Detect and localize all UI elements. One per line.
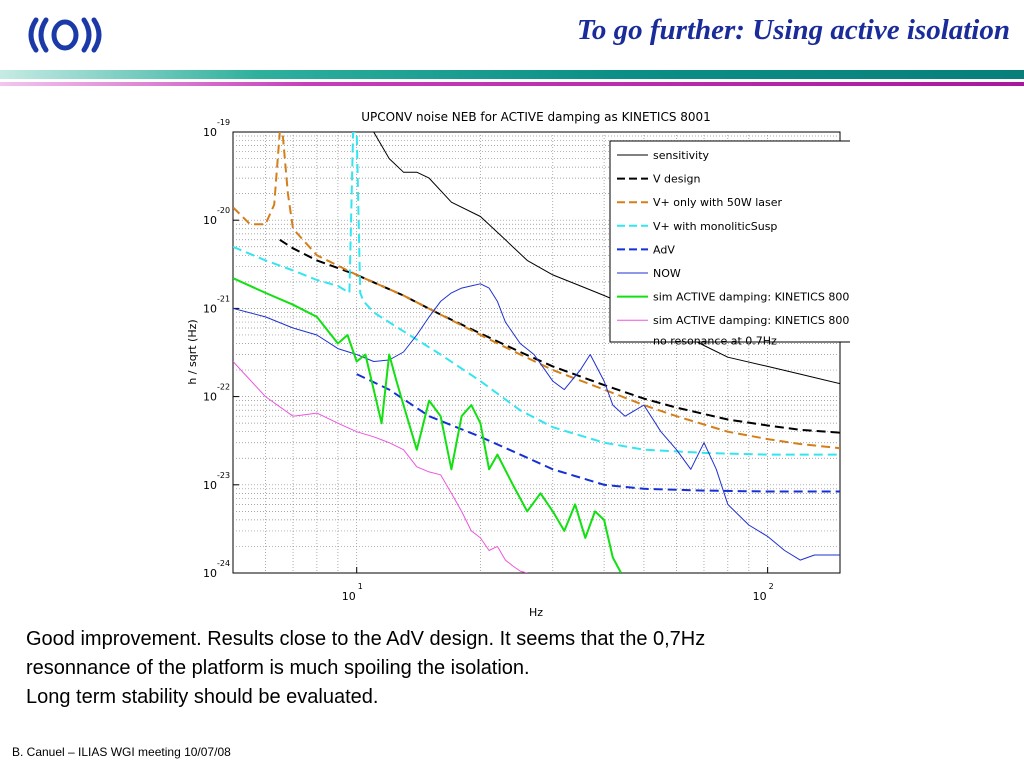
y-tick-exponent: -19 bbox=[217, 118, 230, 127]
x-tick-exponent: 1 bbox=[358, 582, 363, 591]
y-tick-exponent: -24 bbox=[217, 559, 230, 568]
x-tick-label: 10 bbox=[342, 590, 356, 603]
series-line bbox=[337, 132, 840, 385]
header-divider-teal bbox=[0, 70, 1024, 79]
footer-text: B. Canuel – ILIAS WGI meeting 10/07/08 bbox=[12, 745, 231, 759]
series-line bbox=[233, 132, 840, 450]
series-line bbox=[356, 373, 840, 493]
header-divider-magenta bbox=[0, 82, 1024, 86]
y-tick-exponent: -20 bbox=[217, 206, 230, 215]
plot-grid bbox=[233, 132, 840, 573]
x-axis-label: Hz bbox=[529, 606, 543, 619]
y-tick-exponent: -21 bbox=[217, 294, 230, 303]
series-line bbox=[279, 238, 840, 434]
y-tick-label: 10 bbox=[203, 479, 217, 492]
series-line bbox=[233, 361, 528, 573]
y-tick-label: 10 bbox=[203, 391, 217, 404]
legend-label: AdV bbox=[653, 243, 675, 256]
series-line bbox=[233, 277, 622, 573]
caption-line: Good improvement. Results close to the A… bbox=[26, 628, 706, 650]
series-line bbox=[233, 283, 840, 561]
legend-label: sim ACTIVE damping: KINETICS 8001 bbox=[653, 291, 850, 304]
caption-line: Long term stability should be evaluated. bbox=[26, 686, 379, 708]
legend-label: no resonance at 0.7Hz bbox=[653, 334, 777, 347]
y-tick-label: 10 bbox=[203, 126, 217, 139]
chart-legend: sensitivity V design V+ only with 50W lase… bbox=[609, 140, 850, 347]
y-tick-label: 10 bbox=[203, 302, 217, 315]
caption-line: resonnance of the platform is much spoil… bbox=[26, 657, 530, 679]
legend-label: sim ACTIVE damping: KINETICS 8001, bbox=[653, 314, 850, 327]
slide-title: To go further: Using active isolation bbox=[576, 14, 1010, 46]
y-tick-exponent: -23 bbox=[217, 471, 230, 480]
legend-label: NOW bbox=[653, 267, 681, 280]
legend-box bbox=[609, 140, 850, 343]
y-tick-exponent: -22 bbox=[217, 383, 230, 392]
y-tick-label: 10 bbox=[203, 214, 217, 227]
x-tick-label: 10 bbox=[753, 590, 767, 603]
legend-label: sensitivity bbox=[653, 149, 710, 162]
noise-chart: UPCONV noise NEB for ACTIVE damping as K… bbox=[186, 110, 850, 619]
series-lines bbox=[233, 132, 840, 573]
y-axis-label: h / sqrt (Hz) bbox=[186, 319, 199, 384]
legend-label: V design bbox=[653, 173, 701, 186]
y-tick-label: 10 bbox=[203, 567, 217, 580]
legend-label: V+ only with 50W laser bbox=[653, 196, 783, 209]
x-tick-exponent: 2 bbox=[769, 582, 774, 591]
caption: Good improvement. Results close to the A… bbox=[26, 625, 986, 712]
legend-label: V+ with monoliticSusp bbox=[653, 220, 777, 233]
chart-title: UPCONV noise NEB for ACTIVE damping as K… bbox=[361, 110, 711, 124]
logo-icon bbox=[28, 17, 102, 53]
